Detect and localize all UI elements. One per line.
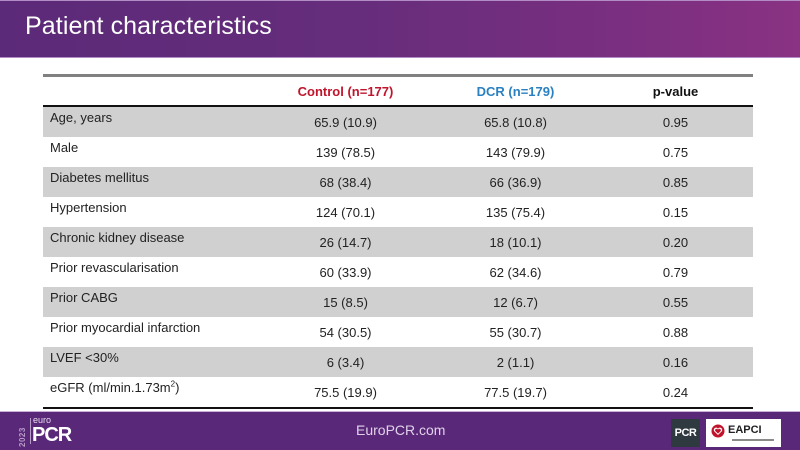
pcr-logo-text: PCR <box>674 427 697 439</box>
control-value: 68 (38.4) <box>258 167 433 197</box>
dcr-value: 55 (30.7) <box>489 324 542 340</box>
control-value: 75.5 (19.9) <box>258 377 433 409</box>
control-value: 60 (33.9) <box>319 264 372 280</box>
column-header-p-value: p-value <box>598 77 753 107</box>
p-value: 0.55 <box>598 287 753 317</box>
row-label: Prior CABG <box>43 287 258 317</box>
p-value: 0.20 <box>598 227 753 257</box>
column-header-characteristic <box>43 77 258 107</box>
control-value: 26 (14.7) <box>258 227 433 257</box>
dcr-value: 66 (36.9) <box>433 167 598 197</box>
p-value: 0.95 <box>598 106 753 137</box>
table-row: Prior CABG 15 (8.5) 12 (6.7) 0.55 <box>43 287 753 317</box>
patient-characteristics-table: Control (n=177) DCR (n=179) p-value Age,… <box>43 74 753 409</box>
dcr-value: 143 (79.9) <box>485 144 546 160</box>
row-label: Prior myocardial infarction <box>50 320 201 335</box>
slide-footer: 2023 euro PCR EuroPCR.com PCR EAPCI <box>0 411 800 450</box>
slide-title: Patient characteristics <box>25 12 272 40</box>
control-value: 139 (78.5) <box>315 144 376 160</box>
row-label: Diabetes mellitus <box>43 167 258 197</box>
logo-prefix: euro <box>33 415 52 425</box>
dcr-value: 77.5 (19.7) <box>433 377 598 409</box>
table-row: Prior myocardial infarction 54 (30.5) 55… <box>43 317 753 347</box>
logo-divider <box>30 418 31 444</box>
row-label: Age, years <box>43 106 258 137</box>
row-label: Male <box>50 140 79 155</box>
pcr-logo-icon: PCR <box>671 419 700 447</box>
table-row: Age, years 65.9 (10.9) 65.8 (10.8) 0.95 <box>43 106 753 137</box>
table-header-row: Control (n=177) DCR (n=179) p-value <box>43 77 753 107</box>
dcr-value: 18 (10.1) <box>433 227 598 257</box>
control-value: 6 (3.4) <box>258 347 433 377</box>
p-value: 0.15 <box>662 204 689 220</box>
p-value: 0.79 <box>662 264 689 280</box>
table-row: Hypertension 124 (70.1) 135 (75.4) 0.15 <box>43 197 753 227</box>
website-link[interactable]: EuroPCR.com <box>356 422 446 438</box>
logo-name: PCR <box>32 424 72 446</box>
logo-year: 2023 <box>18 427 27 447</box>
row-label-suffix: ) <box>175 380 180 395</box>
table-row: eGFR (ml/min.1.73m2) 75.5 (19.9) 77.5 (1… <box>43 377 753 409</box>
p-value: 0.85 <box>598 167 753 197</box>
column-header-control: Control (n=177) <box>258 77 433 107</box>
slide-header: Patient characteristics <box>0 0 800 58</box>
p-value: 0.16 <box>598 347 753 377</box>
dcr-value: 135 (75.4) <box>485 204 546 220</box>
table-row: Prior revascularisation 60 (33.9) 62 (34… <box>43 257 753 287</box>
table-top-rule <box>43 74 753 77</box>
heart-icon <box>711 424 725 438</box>
table-row: LVEF <30% 6 (3.4) 2 (1.1) 0.16 <box>43 347 753 377</box>
row-label-text: eGFR (ml/min.1.73m <box>50 380 171 395</box>
control-value: 15 (8.5) <box>258 287 433 317</box>
row-label: Hypertension <box>50 200 127 215</box>
row-label: eGFR (ml/min.1.73m2) <box>43 377 258 409</box>
eapci-logo-subtext <box>732 439 774 441</box>
row-label: Prior revascularisation <box>50 260 179 275</box>
eapci-logo: EAPCI <box>706 419 781 447</box>
dcr-value: 62 (34.6) <box>489 264 542 280</box>
control-value: 65.9 (10.9) <box>258 106 433 137</box>
column-header-dcr: DCR (n=179) <box>433 77 598 107</box>
p-value: 0.88 <box>662 324 689 340</box>
row-label-superscript: 2 <box>170 379 176 389</box>
table-row: Diabetes mellitus 68 (38.4) 66 (36.9) 0.… <box>43 167 753 197</box>
p-value: 0.24 <box>598 377 753 409</box>
row-label: Chronic kidney disease <box>43 227 258 257</box>
row-label: LVEF <30% <box>43 347 258 377</box>
control-value: 54 (30.5) <box>319 324 372 340</box>
control-value: 124 (70.1) <box>315 204 376 220</box>
dcr-value: 65.8 (10.8) <box>433 106 598 137</box>
table-row: Chronic kidney disease 26 (14.7) 18 (10.… <box>43 227 753 257</box>
p-value: 0.75 <box>662 144 689 160</box>
dcr-value: 2 (1.1) <box>433 347 598 377</box>
dcr-value: 12 (6.7) <box>433 287 598 317</box>
eapci-logo-text: EAPCI <box>728 424 762 436</box>
table-row: Male 139 (78.5) 143 (79.9) 0.75 <box>43 137 753 167</box>
